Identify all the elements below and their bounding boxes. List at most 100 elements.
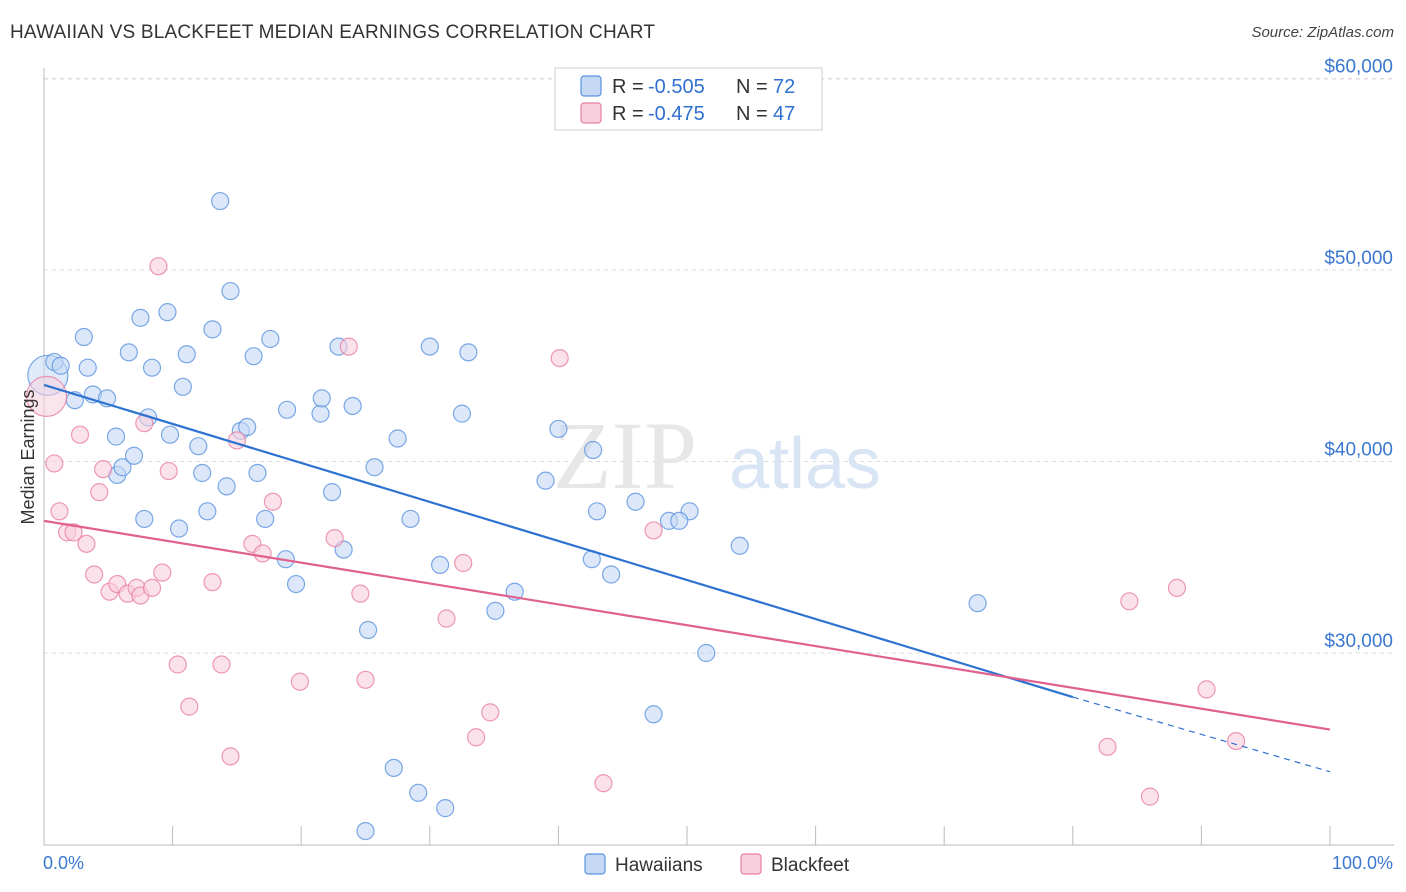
blackfeet-point	[644, 521, 663, 540]
blackfeet-point	[153, 563, 172, 582]
blackfeet-point	[1197, 680, 1216, 699]
blackfeet-point	[221, 747, 240, 766]
hawaiians-point	[697, 643, 716, 663]
hawaiians-point	[131, 308, 150, 327]
x-tick-label: 100.0%	[1332, 853, 1393, 873]
hawaiians-point	[217, 477, 236, 496]
hawaiians-point	[106, 427, 126, 446]
y-tick-label: $60,000	[1324, 57, 1393, 78]
legend-r-value: -0.505	[648, 76, 705, 98]
source-label: Source: ZipAtlas.com	[1251, 24, 1394, 41]
hawaiians-point	[356, 821, 375, 841]
hawaiians-point	[968, 594, 987, 613]
blackfeet-point	[356, 670, 375, 689]
blackfeet-point	[203, 573, 222, 592]
hawaiians-point	[221, 281, 240, 301]
blackfeet-point	[168, 655, 187, 674]
hawaiians-point	[436, 799, 455, 818]
blackfeet-point	[90, 483, 109, 502]
hawaiians-trend-line	[43, 383, 1074, 699]
blackfeet-point	[351, 584, 370, 603]
hawaiians-point	[113, 458, 132, 477]
hawaiians-point	[169, 519, 189, 538]
hawaiians-point	[401, 509, 420, 529]
blackfeet-point	[437, 609, 456, 628]
hawaiians-point	[459, 343, 478, 362]
legend-swatch-hawaiians	[580, 75, 602, 97]
hawaiians-point	[587, 502, 607, 521]
bottom-legend-swatch-blackfeet	[740, 853, 762, 875]
blackfeet-point	[325, 528, 344, 548]
hawaiians-point	[189, 437, 208, 456]
hawaiians-point	[536, 471, 555, 490]
legend-n-value: 47	[773, 103, 795, 125]
hawaiians-point	[193, 463, 212, 483]
blackfeet-point	[263, 492, 283, 511]
hawaiians-point	[256, 509, 275, 529]
trend-layer	[43, 383, 1331, 773]
blackfeet-point	[70, 425, 90, 444]
hawaiians-point	[311, 404, 330, 423]
top-legend: R = -0.505 N = 72 R = -0.475 N = 47	[554, 67, 823, 131]
hawaiians-point	[730, 536, 749, 555]
watermark: ZIP atlas	[553, 402, 881, 509]
hawaiians-point	[409, 783, 428, 802]
blackfeet-point	[1120, 592, 1139, 611]
blackfeet-point	[85, 565, 104, 584]
y-axis-title: Median Earnings	[18, 389, 38, 524]
blackfeet-point	[180, 697, 199, 716]
y-tick-label: $50,000	[1324, 248, 1393, 269]
hawaiians-point	[286, 574, 306, 594]
hawaiians-point	[142, 358, 162, 377]
blackfeet-point	[94, 460, 113, 479]
hawaiians-point	[626, 492, 645, 511]
blackfeet-point	[1227, 731, 1246, 751]
hawaiians-point	[365, 458, 384, 477]
blackfeet-point	[1140, 787, 1160, 806]
blackfeet-point	[1167, 578, 1187, 597]
blackfeet-point	[253, 544, 272, 563]
blackfeet-point	[64, 523, 83, 542]
watermark-atlas: atlas	[729, 424, 881, 504]
grid-layer	[44, 78, 1394, 654]
legend-n-label: N =	[736, 103, 768, 125]
watermark-zip: ZIP	[553, 402, 697, 509]
blackfeet-point	[1098, 737, 1117, 756]
points-layer	[25, 191, 1246, 841]
y-tick-label: $30,000	[1324, 631, 1393, 652]
hawaiians-point	[238, 417, 257, 437]
x-tick-label: 0.0%	[43, 853, 84, 873]
bottom-legend-swatch-hawaiians	[584, 853, 606, 875]
hawaiians-point	[124, 446, 144, 465]
hawaiians-point	[384, 758, 403, 778]
hawaiians-trend-extension	[1072, 696, 1331, 773]
hawaiians-point	[549, 419, 568, 439]
hawaiians-point	[602, 565, 621, 584]
legend-n-label: N =	[736, 76, 768, 98]
legend-r-label: R =	[612, 103, 644, 125]
blackfeet-point	[339, 337, 358, 356]
blackfeet-point	[77, 534, 96, 553]
hawaiians-point	[452, 404, 472, 423]
blackfeet-point	[454, 553, 473, 573]
legend-r-value: -0.475	[648, 103, 705, 125]
blackfeet-trend-line	[43, 519, 1331, 731]
blackfeet-point	[159, 461, 178, 481]
hawaiians-point	[388, 429, 407, 448]
hawaiians-point	[51, 356, 70, 375]
hawaiians-point	[198, 502, 217, 521]
blackfeet-point	[25, 375, 68, 417]
blackfeet-point	[227, 431, 246, 450]
y-tick-label: $40,000	[1324, 440, 1393, 461]
blackfeet-point	[550, 348, 569, 368]
blackfeet-point	[45, 454, 64, 473]
hawaiians-point	[486, 601, 505, 620]
hawaiians-point	[322, 483, 342, 502]
hawaiians-point	[135, 509, 154, 529]
bottom-legend: Hawaiians Blackfeet	[584, 853, 850, 876]
axes: $30,000 $40,000 $50,000 $60,000	[43, 57, 1394, 846]
hawaiians-point	[343, 396, 362, 416]
blackfeet-point	[594, 774, 613, 793]
blackfeet-point	[212, 655, 231, 674]
legend-r-label: R =	[612, 76, 644, 98]
